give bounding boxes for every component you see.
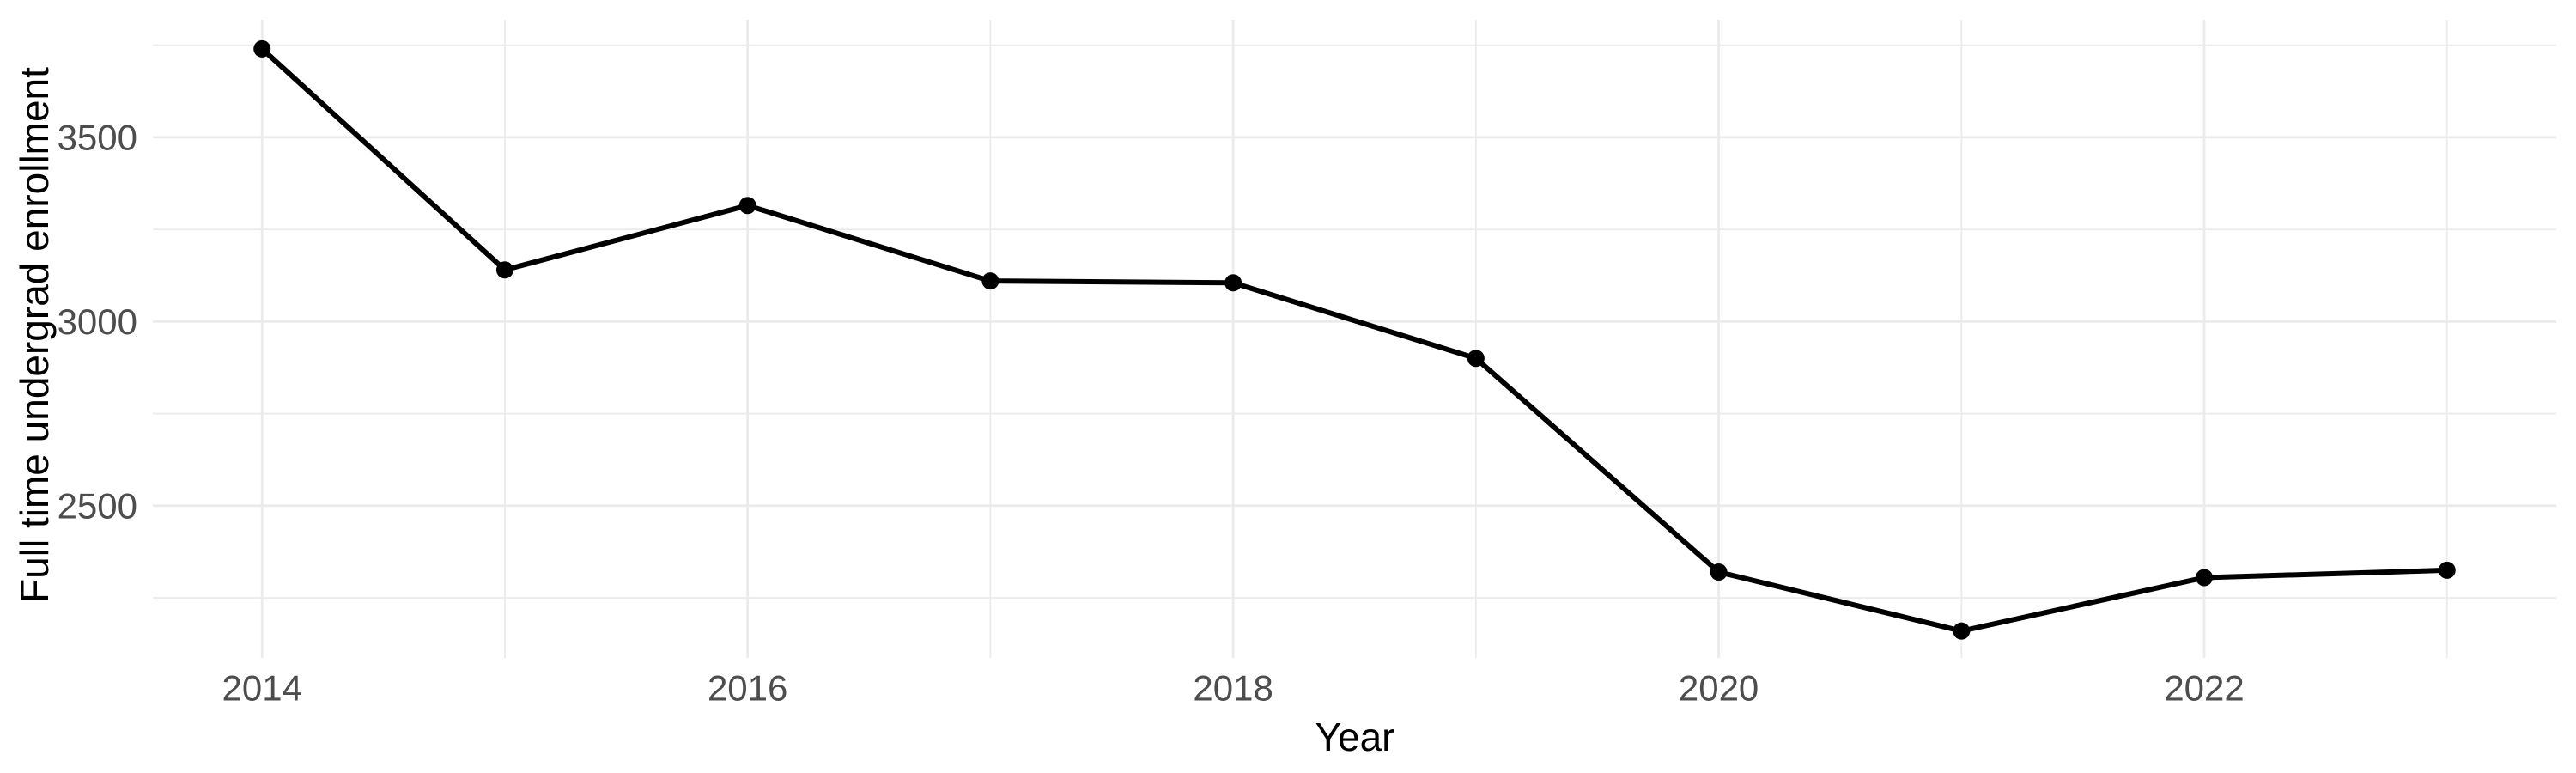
x-axis-title: Year xyxy=(1315,715,1395,759)
data-point xyxy=(2438,561,2456,579)
data-point xyxy=(495,261,513,279)
data-line xyxy=(260,46,2447,634)
y-axis-title: Full time undergrad enrollment xyxy=(12,67,57,603)
data-point xyxy=(253,40,271,58)
x-tick-label: 2018 xyxy=(1193,668,1273,709)
x-tick-label: 2022 xyxy=(2164,668,2244,709)
data-point xyxy=(1467,350,1485,368)
y-tick-label: 3500 xyxy=(58,117,137,157)
y-tick-label: 2500 xyxy=(58,485,137,526)
x-tick-label: 2016 xyxy=(708,668,787,709)
y-tick-label: 3000 xyxy=(58,301,137,342)
x-tick-label: 2014 xyxy=(222,668,302,709)
data-point xyxy=(1953,622,1971,640)
data-point xyxy=(738,197,756,215)
x-tick-label: 2020 xyxy=(1679,668,1759,709)
data-point xyxy=(2196,569,2214,587)
data-point xyxy=(1224,274,1242,292)
data-point xyxy=(1710,563,1728,581)
data-point xyxy=(981,272,999,290)
